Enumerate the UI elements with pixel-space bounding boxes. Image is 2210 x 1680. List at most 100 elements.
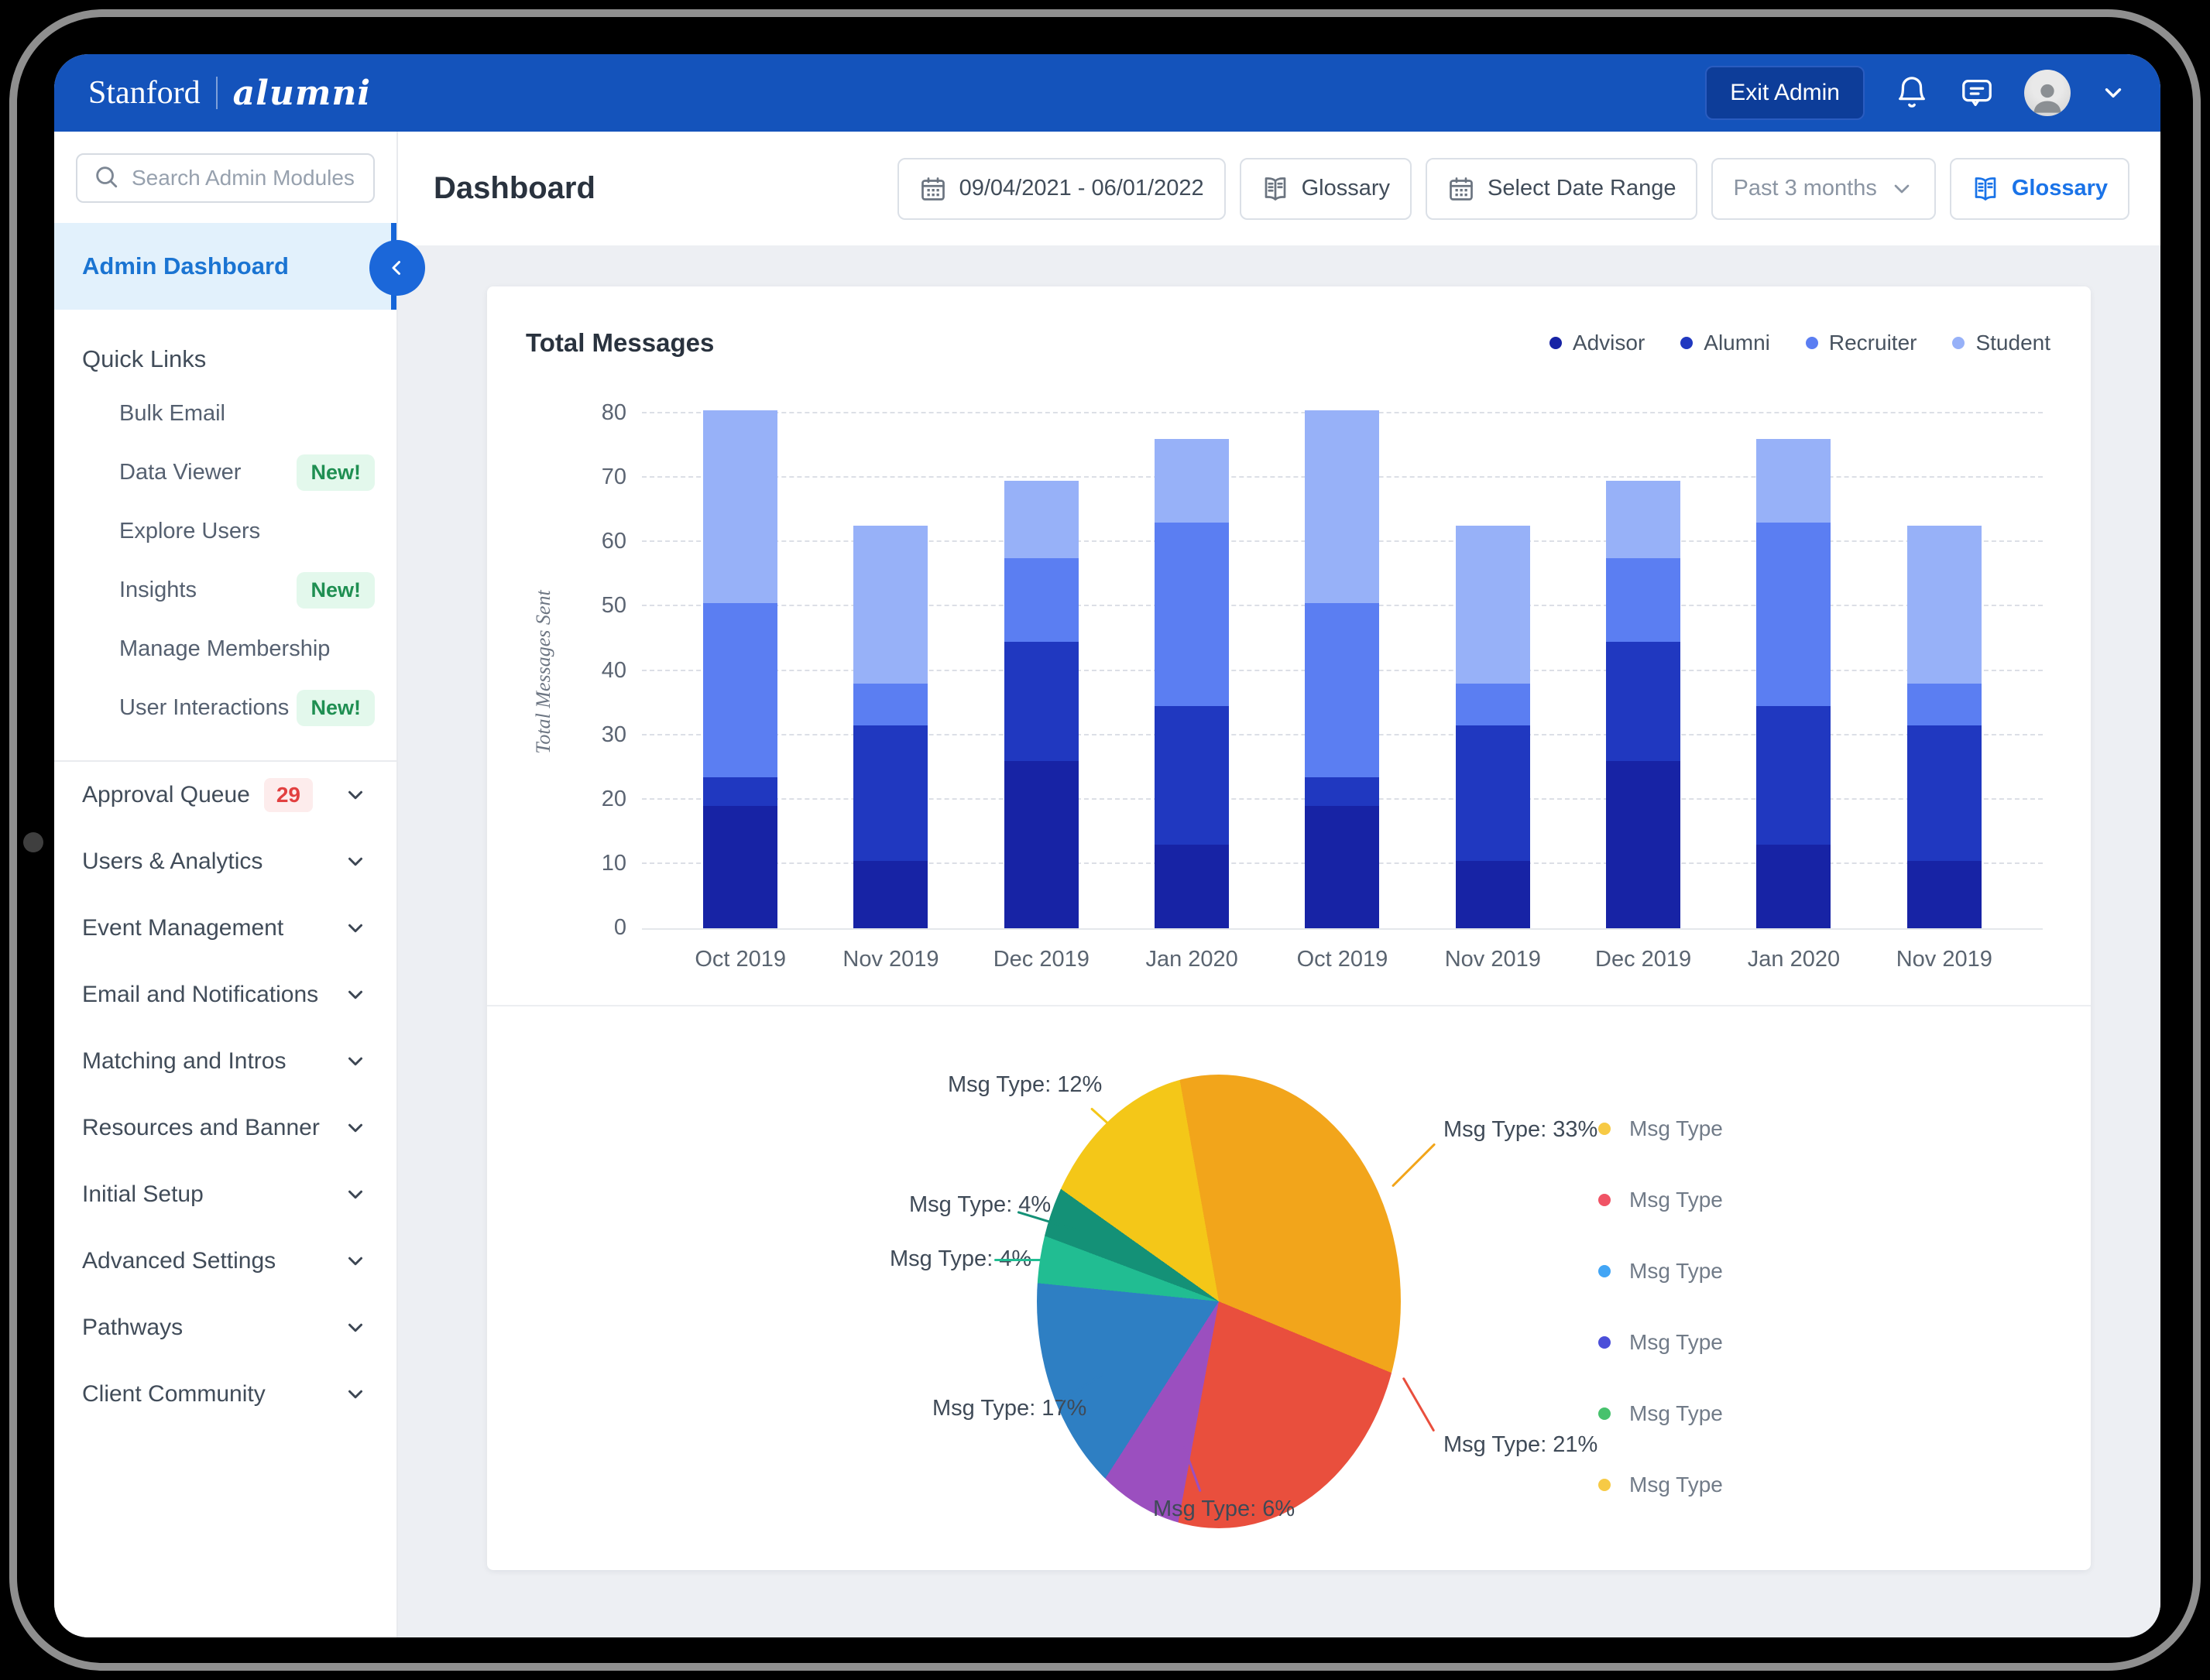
user-avatar[interactable] — [2024, 70, 2071, 116]
chevron-down-icon — [344, 917, 367, 940]
pie-callout-21: Msg Type: 21% — [1402, 1377, 1597, 1458]
sidebar-item-users-analytics[interactable]: Users & Analytics — [54, 828, 396, 895]
sidebar-item-matching-intros[interactable]: Matching and Intros — [54, 1028, 396, 1095]
pie-legend: Msg Type Msg Type Msg Type Msg Type Msg … — [1598, 1116, 1723, 1497]
quick-link-label: Bulk Email — [119, 400, 225, 426]
search-input[interactable] — [132, 166, 358, 190]
sidebar-item-data-viewer[interactable]: Data Viewer New! — [54, 443, 396, 502]
date-range-button[interactable]: 09/04/2021 - 06/01/2022 — [897, 157, 1226, 220]
sidebar-item-bulk-email[interactable]: Bulk Email — [54, 384, 396, 443]
bar-8-nov-2019[interactable] — [1906, 415, 1982, 928]
new-badge: New! — [297, 454, 375, 491]
bar-4-oct-2019[interactable] — [1305, 410, 1380, 928]
bar-segment-advisor — [1155, 844, 1230, 928]
book-icon — [1265, 177, 1285, 201]
select-date-range-label: Select Date Range — [1488, 176, 1676, 201]
chevron-down-icon — [1894, 184, 1910, 193]
notifications-bell-icon[interactable] — [1894, 75, 1930, 111]
chevron-down-icon — [344, 1250, 367, 1273]
messages-chat-icon[interactable] — [1959, 75, 1995, 111]
new-badge: New! — [297, 571, 375, 609]
sidebar-item-advanced-settings[interactable]: Advanced Settings — [54, 1228, 396, 1294]
bar-chart-legend: Advisor Alumni Recruiter Student — [1549, 331, 2050, 355]
bar-1-nov-2019[interactable] — [853, 415, 928, 928]
sidebar-item-pathways[interactable]: Pathways — [54, 1294, 396, 1361]
glossary-primary-button[interactable]: Glossary — [1949, 157, 2129, 220]
pie-legend-item: Msg Type — [1598, 1116, 1723, 1141]
bar-segment-student — [1606, 481, 1681, 559]
bar-5-nov-2019[interactable] — [1455, 415, 1530, 928]
x-axis-label: Jan 2020 — [1747, 947, 1841, 972]
bars-row — [642, 410, 2043, 928]
section-label: Event Management — [82, 915, 284, 941]
bar-segment-recruiter — [1155, 523, 1230, 707]
exit-admin-button[interactable]: Exit Admin — [1705, 66, 1865, 120]
legend-item-recruiter: Recruiter — [1805, 331, 1917, 355]
brand-stanford: Stanford — [88, 75, 201, 111]
bar-segment-recruiter — [1606, 558, 1681, 643]
admin-module-search[interactable] — [76, 153, 375, 203]
x-axis-label: Nov 2019 — [842, 947, 939, 972]
pie[interactable] — [1037, 1075, 1401, 1528]
bar-segment-recruiter — [853, 684, 928, 726]
period-select[interactable]: Past 3 months — [1711, 157, 1936, 220]
legend-dot — [1598, 1479, 1611, 1491]
chevron-down-icon — [344, 983, 367, 1006]
bar-segment-student — [1455, 526, 1530, 684]
bar-2-dec-2019[interactable] — [1004, 415, 1079, 928]
sidebar-item-approval-queue[interactable]: Approval Queue 29 — [54, 762, 396, 828]
bar-segment-alumni — [1305, 777, 1380, 807]
sidebar-item-initial-setup[interactable]: Initial Setup — [54, 1161, 396, 1228]
bar-3-jan-2020[interactable] — [1155, 415, 1230, 928]
sidebar-item-resources-banner[interactable]: Resources and Banner — [54, 1095, 396, 1161]
legend-dot — [1598, 1194, 1611, 1206]
sidebar-item-explore-users[interactable]: Explore Users — [54, 502, 396, 561]
bar-segment-student — [1155, 439, 1230, 523]
bar-6-dec-2019[interactable] — [1606, 415, 1681, 928]
bar-segment-advisor — [1756, 844, 1831, 928]
top-bar: Stanford alumni Exit Admin — [54, 54, 2160, 132]
sidebar-item-client-community[interactable]: Client Community — [54, 1361, 396, 1428]
account-menu-chevron-icon[interactable] — [2100, 80, 2126, 106]
bar-segment-recruiter — [703, 603, 778, 777]
x-axis-label: Oct 2019 — [1296, 947, 1388, 972]
chevron-down-icon — [344, 1116, 367, 1140]
bar-segment-student — [1004, 481, 1079, 559]
bar-segment-alumni — [1906, 725, 1982, 861]
glossary-button[interactable]: Glossary — [1239, 157, 1412, 220]
pie-callout-4b: Msg Type: 4% — [890, 1246, 1061, 1272]
total-messages-chart: Total Messages Advisor Alumni Recruiter … — [487, 286, 2091, 1005]
period-label: Past 3 months — [1733, 176, 1877, 201]
x-axis-label: Jan 2020 — [1145, 947, 1238, 972]
bar-7-jan-2020[interactable] — [1756, 415, 1831, 928]
device-frame — [9, 9, 2201, 1671]
pie-legend-item: Msg Type — [1598, 1330, 1723, 1355]
sidebar-item-insights[interactable]: Insights New! — [54, 561, 396, 619]
select-date-range-button[interactable]: Select Date Range — [1426, 157, 1698, 220]
brand-alumni: alumni — [232, 73, 372, 113]
sidebar-item-event-management[interactable]: Event Management — [54, 895, 396, 962]
pie-callout-6: Msg Type: 6% — [1153, 1445, 1295, 1522]
search-icon — [93, 163, 119, 194]
sidebar-item-admin-dashboard[interactable]: Admin Dashboard — [54, 223, 396, 310]
sidebar-item-manage-membership[interactable]: Manage Membership — [54, 619, 396, 678]
calendar-icon — [1450, 177, 1473, 201]
chevron-down-icon — [344, 1316, 367, 1339]
section-label: Approval Queue — [82, 782, 250, 807]
section-label: Users & Analytics — [82, 849, 263, 874]
bar-segment-advisor — [1305, 806, 1380, 928]
bar-segment-advisor — [1606, 760, 1681, 928]
msg-type-pie-chart: Msg Type: 12% Msg Type: 4% Msg Type: 4% — [487, 1005, 2091, 1570]
glossary-label: Glossary — [1301, 176, 1391, 201]
sidebar-item-email-notifications[interactable]: Email and Notifications — [54, 962, 396, 1028]
sidebar-collapse-button[interactable] — [369, 240, 425, 296]
section-label: Advanced Settings — [82, 1248, 276, 1274]
x-axis-label: Dec 2019 — [993, 947, 1090, 972]
device-camera-dot — [23, 832, 43, 852]
date-range-label: 09/04/2021 - 06/01/2022 — [959, 176, 1204, 201]
quick-link-label: Explore Users — [119, 518, 261, 543]
calendar-icon — [921, 177, 945, 201]
bar-0-oct-2019[interactable] — [703, 410, 778, 928]
sidebar-item-user-interactions[interactable]: User Interactions New! — [54, 678, 396, 737]
bar-segment-student — [1756, 439, 1831, 523]
